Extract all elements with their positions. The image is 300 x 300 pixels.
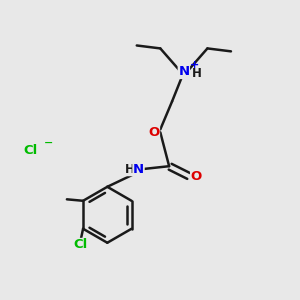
Text: H: H: [192, 67, 202, 80]
Text: N: N: [178, 65, 189, 79]
Text: Cl: Cl: [24, 143, 38, 157]
Text: O: O: [148, 126, 160, 139]
Text: −: −: [44, 138, 53, 148]
Text: H: H: [125, 163, 135, 176]
Text: O: O: [190, 170, 202, 183]
Text: N: N: [133, 163, 144, 176]
Text: Cl: Cl: [73, 238, 87, 251]
Text: +: +: [190, 60, 200, 70]
